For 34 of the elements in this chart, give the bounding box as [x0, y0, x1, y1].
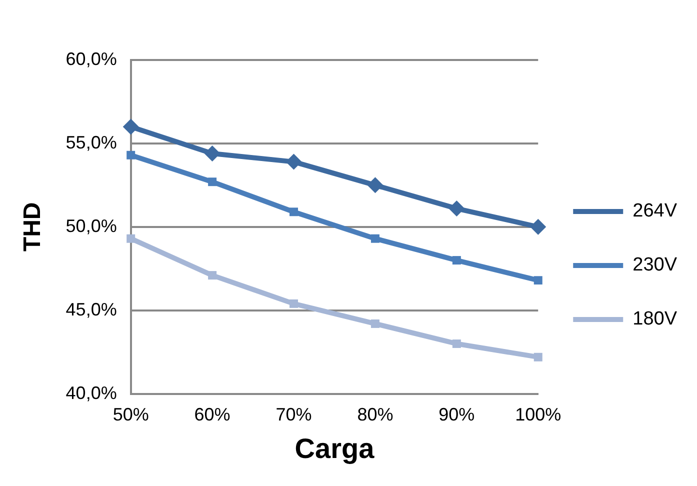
point	[367, 177, 384, 194]
point	[534, 352, 542, 362]
legend-label: 264V	[632, 200, 678, 222]
point	[452, 256, 461, 265]
point	[126, 234, 136, 243]
x-axis-title: Carga	[294, 432, 375, 464]
point	[208, 178, 217, 186]
x-tick-label: 80%	[357, 404, 394, 425]
point	[126, 150, 136, 160]
y-tick-label: 60,0%	[66, 48, 117, 69]
x-tick-label: 90%	[438, 404, 475, 425]
point	[452, 339, 461, 348]
y-tick-label: 45,0%	[66, 299, 117, 320]
legend-label: 180V	[632, 308, 678, 330]
y-tick-label: 50,0%	[66, 216, 117, 236]
x-tick-label: 60%	[194, 404, 230, 425]
point	[448, 200, 465, 217]
legend-label: 230V	[632, 254, 678, 276]
point	[122, 118, 139, 135]
x-tick-label: 70%	[276, 404, 312, 425]
point	[370, 234, 380, 243]
point	[208, 271, 217, 280]
point	[286, 154, 302, 170]
y-axis-title: THD	[19, 202, 46, 252]
point	[290, 299, 298, 308]
point	[204, 145, 220, 162]
y-tick-label: 55,0%	[66, 132, 117, 152]
point	[290, 208, 298, 216]
x-tick-label: 100%	[515, 404, 562, 425]
point	[530, 218, 546, 235]
y-tick-label: 40,0%	[66, 382, 117, 403]
point	[534, 276, 542, 285]
point	[370, 319, 380, 328]
x-tick-label: 50%	[112, 404, 149, 425]
